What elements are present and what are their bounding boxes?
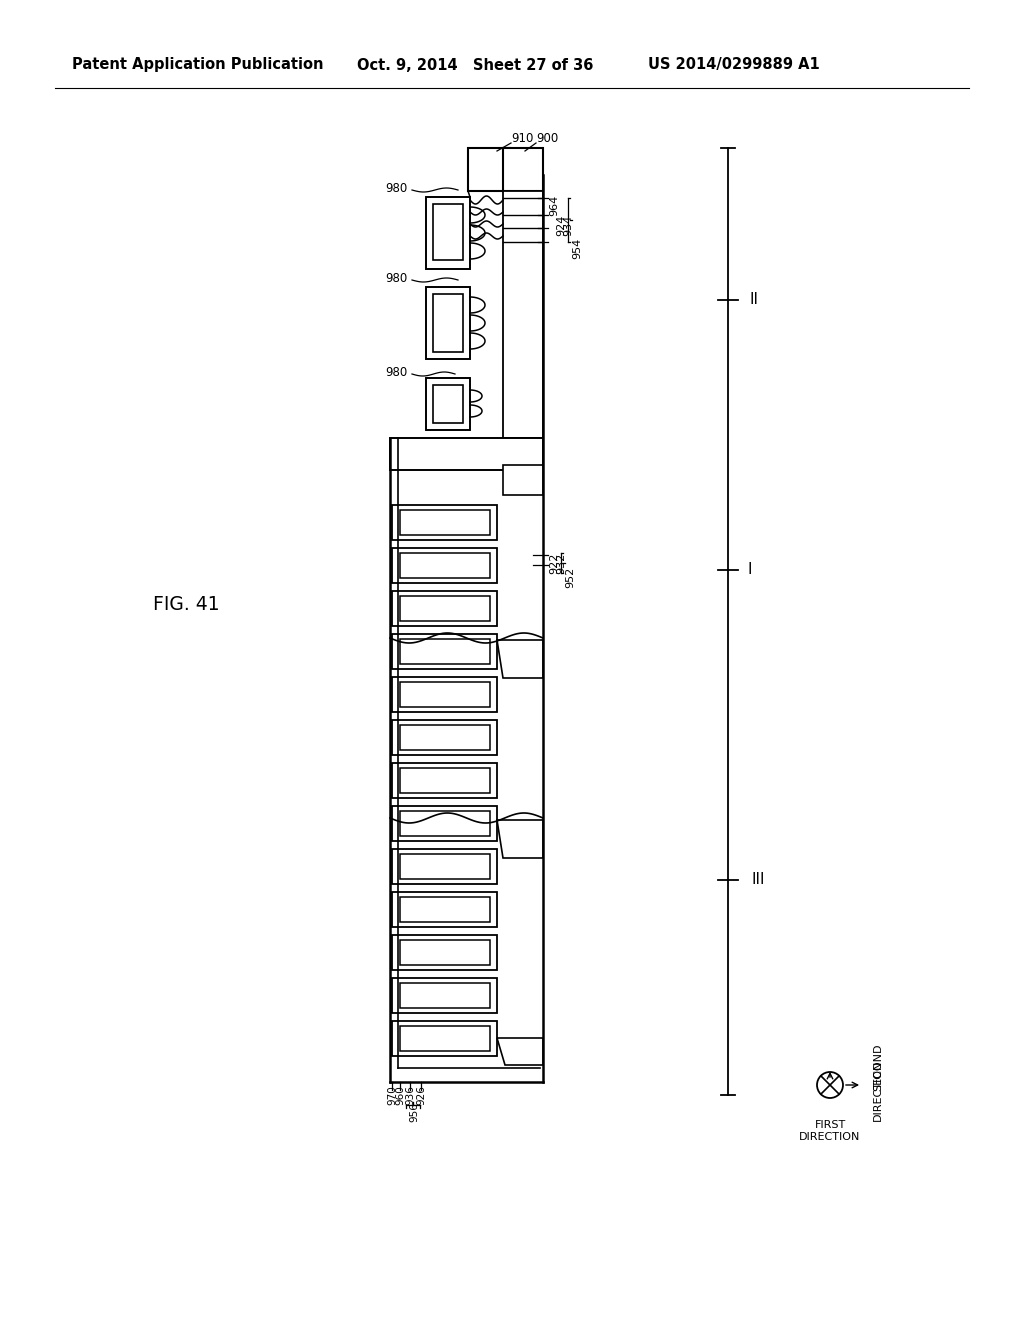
Bar (400, 639, 490, 664)
Bar (426, 286, 470, 359)
Bar (400, 553, 490, 578)
Bar (400, 768, 490, 793)
Text: 956: 956 (409, 1102, 419, 1122)
Polygon shape (390, 438, 543, 470)
Text: II: II (750, 293, 759, 308)
Text: 922: 922 (549, 552, 559, 574)
Polygon shape (426, 378, 470, 430)
Polygon shape (497, 640, 543, 678)
Bar (433, 205, 463, 260)
Bar (400, 810, 490, 836)
Bar (400, 597, 490, 620)
Text: FIRST: FIRST (814, 1119, 846, 1130)
Bar (400, 1026, 490, 1051)
Text: 970: 970 (387, 1085, 397, 1105)
Text: 980: 980 (386, 181, 408, 194)
Text: 926: 926 (416, 1085, 426, 1105)
Bar (392, 548, 497, 583)
Polygon shape (503, 191, 543, 438)
Bar (392, 892, 497, 927)
Bar (392, 677, 497, 711)
Text: DIRECTION: DIRECTION (873, 1060, 883, 1121)
Bar (400, 510, 490, 535)
Bar (433, 294, 463, 352)
Text: SECOND: SECOND (873, 1043, 883, 1090)
Text: 964: 964 (549, 194, 559, 215)
Text: 980: 980 (386, 366, 408, 379)
Text: 932: 932 (556, 552, 566, 574)
Text: 980: 980 (386, 272, 408, 285)
Circle shape (817, 1072, 843, 1098)
Bar (392, 978, 497, 1012)
Bar (392, 719, 497, 755)
Text: 934: 934 (563, 214, 573, 236)
Text: 924: 924 (556, 214, 566, 236)
Bar (392, 591, 497, 626)
Bar (392, 634, 497, 669)
Bar (426, 197, 470, 269)
Bar (400, 682, 490, 708)
Text: 960: 960 (395, 1085, 406, 1105)
Polygon shape (503, 465, 543, 495)
Text: 952: 952 (565, 566, 575, 587)
Bar (400, 940, 490, 965)
Text: FIG. 41: FIG. 41 (153, 595, 219, 615)
Bar (468, 148, 510, 191)
Text: US 2014/0299889 A1: US 2014/0299889 A1 (648, 58, 820, 73)
Text: 936: 936 (406, 1085, 415, 1105)
Polygon shape (497, 1038, 543, 1065)
Text: 954: 954 (572, 238, 582, 259)
Bar (392, 935, 497, 970)
Text: Oct. 9, 2014   Sheet 27 of 36: Oct. 9, 2014 Sheet 27 of 36 (357, 58, 593, 73)
Text: III: III (752, 873, 765, 887)
Bar (400, 725, 490, 750)
Text: I: I (748, 562, 753, 578)
Text: 910: 910 (511, 132, 534, 144)
Bar (400, 983, 490, 1008)
Text: Patent Application Publication: Patent Application Publication (72, 58, 324, 73)
Bar (503, 148, 543, 191)
Polygon shape (433, 385, 463, 422)
Bar (392, 763, 497, 799)
Bar (400, 854, 490, 879)
Text: 900: 900 (536, 132, 558, 144)
Bar (392, 807, 497, 841)
Polygon shape (497, 820, 543, 858)
Bar (392, 1020, 497, 1056)
Bar (392, 506, 497, 540)
Bar (392, 849, 497, 884)
Text: DIRECTION: DIRECTION (800, 1133, 861, 1142)
Bar (400, 898, 490, 921)
